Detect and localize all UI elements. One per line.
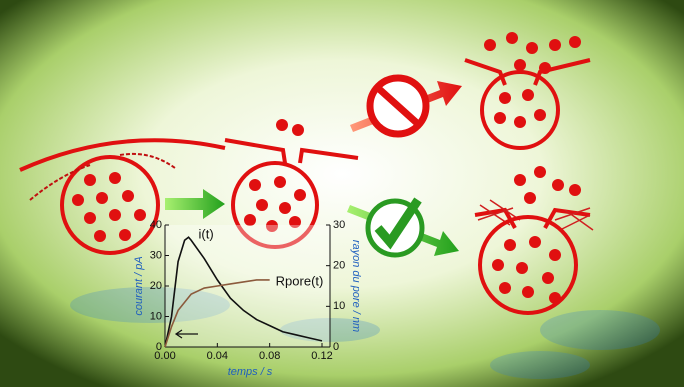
prohibited-sign — [370, 78, 426, 134]
y2-tick-label: 20 — [333, 260, 345, 272]
y-tick-label: 30 — [150, 249, 162, 261]
x-axis-label: temps / s — [228, 366, 273, 378]
series-label: Rpore(t) — [276, 273, 324, 288]
y2-axis-label: rayon du pore / nm — [350, 240, 362, 332]
y2-tick-label: 30 — [333, 219, 345, 231]
y-tick-label: 0 — [156, 341, 162, 353]
y-tick-label: 10 — [150, 310, 162, 322]
y-tick-label: 40 — [150, 219, 162, 231]
y-axis-label: courant / pA — [133, 256, 145, 315]
x-tick-label: 0.08 — [259, 350, 280, 362]
series-label: i(t) — [199, 227, 214, 242]
y-tick-label: 20 — [150, 280, 162, 292]
x-tick-label: 0.12 — [311, 350, 332, 362]
y2-tick-label: 0 — [333, 341, 339, 353]
check-sign — [368, 200, 422, 255]
graphical-abstract: temps / s courant / pA rayon du pore / n… — [0, 0, 684, 387]
y2-tick-label: 10 — [333, 300, 345, 312]
x-tick-label: 0.04 — [207, 350, 228, 362]
